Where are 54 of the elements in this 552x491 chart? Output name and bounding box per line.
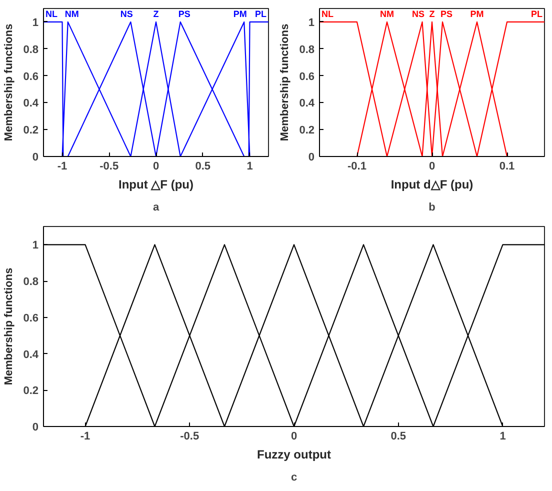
x-tick-label: 0 xyxy=(290,430,298,442)
y-tick-label: 0.8 xyxy=(23,276,39,288)
series-label: PS xyxy=(440,8,453,19)
series-label: PS xyxy=(178,8,190,19)
text: b xyxy=(428,202,436,214)
series-label: NL xyxy=(322,8,334,19)
y-tick-label: 0.4 xyxy=(23,98,40,110)
x-axis-title: Fuzzy output xyxy=(257,448,331,462)
x-tick-label: 1 xyxy=(246,160,253,172)
series-label: PL xyxy=(531,8,543,19)
x-tick-label: -1 xyxy=(80,430,90,442)
x-tick-label: -1 xyxy=(57,160,68,172)
y-tick-label: 0.4 xyxy=(299,98,316,110)
x-tick-label: -0.1 xyxy=(348,160,366,172)
y-tick-label: 0.8 xyxy=(299,44,315,56)
series-label: Z xyxy=(153,8,160,19)
series-label: PM xyxy=(233,8,247,19)
y-tick-label: 1 xyxy=(32,16,39,29)
x-tick-label: 0 xyxy=(428,160,436,172)
x-tick-label: 0.5 xyxy=(390,430,406,442)
y-axis-title: Membership functions xyxy=(3,268,16,386)
x-tick-label: 0.1 xyxy=(499,160,515,172)
y-tick-label: 0 xyxy=(32,422,39,434)
y-tick-label: 0.8 xyxy=(23,44,39,56)
y-tick-label: 1 xyxy=(32,240,39,252)
x-tick-label: 1 xyxy=(500,430,506,442)
x-axis-title: Input d△F (pu) xyxy=(390,178,474,192)
y-tick-label: 0.6 xyxy=(23,312,39,324)
y-tick-label: 0.6 xyxy=(299,70,315,83)
y-tick-label: 0 xyxy=(32,152,39,164)
series-label: NS xyxy=(412,8,425,19)
x-tick-label: -0.5 xyxy=(180,430,200,442)
text: a xyxy=(152,202,160,214)
series-label: NL xyxy=(46,8,58,19)
y-tick-label: 1 xyxy=(308,16,315,29)
series-label: PL xyxy=(255,8,267,19)
series-label: Z xyxy=(429,8,436,19)
series-label: NM xyxy=(64,8,79,19)
y-tick-label: 0.4 xyxy=(23,348,40,361)
y-tick-label: 0.2 xyxy=(299,124,315,137)
x-tick-label: -0.5 xyxy=(100,160,119,172)
y-axis-title: Membership functions xyxy=(279,24,292,142)
series-label: NS xyxy=(120,8,133,19)
text: c xyxy=(290,472,298,484)
y-axis-title: Membership functions xyxy=(3,24,16,142)
x-tick-label: 0.5 xyxy=(195,160,211,172)
y-tick-label: 0.2 xyxy=(23,124,39,137)
y-tick-label: 0.6 xyxy=(23,70,39,83)
x-tick-label: 0 xyxy=(152,160,160,172)
y-tick-label: 0 xyxy=(308,152,315,164)
series-label: NM xyxy=(380,8,394,19)
y-tick-label: 0.2 xyxy=(23,385,39,398)
x-axis-title: Input △F (pu) xyxy=(118,178,194,192)
series-label: PM xyxy=(470,8,484,19)
